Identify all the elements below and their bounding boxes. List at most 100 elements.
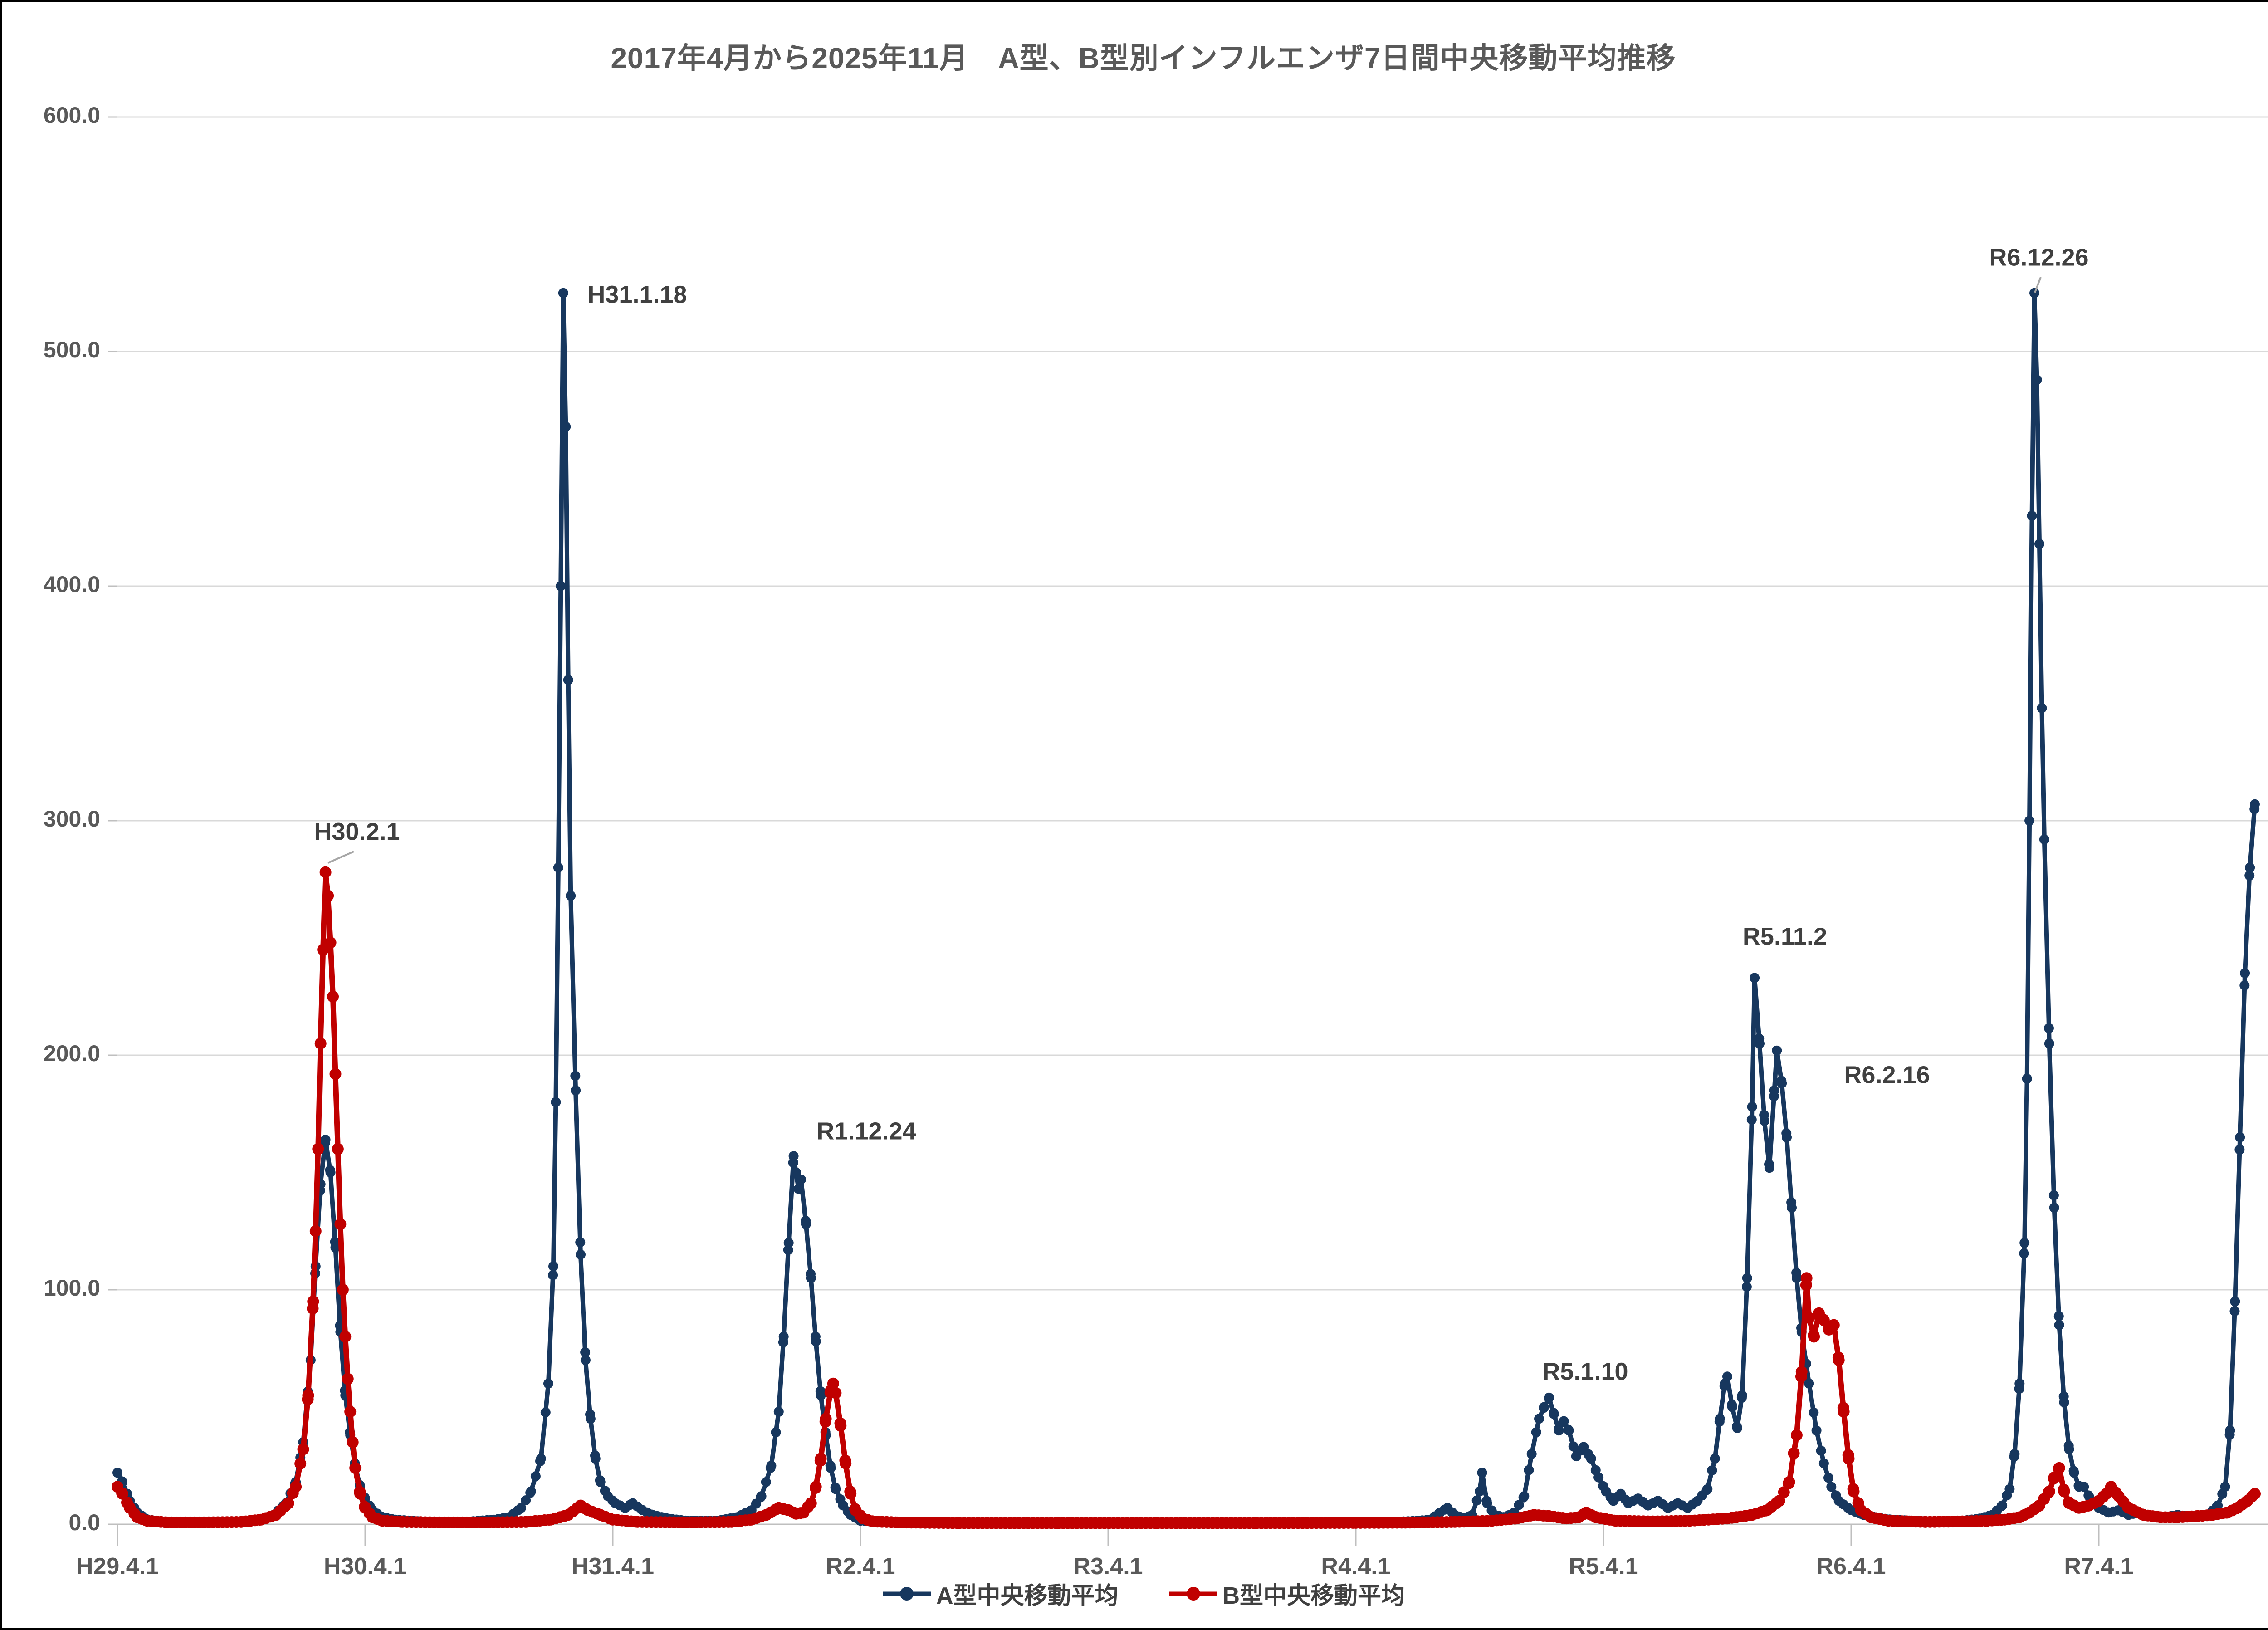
series-marker [563,675,573,685]
peak-annotation: R5.1.10 [1542,1358,1628,1385]
legend-marker-a-icon [882,1586,931,1601]
annotation-leader-line [2034,277,2042,293]
series-marker [1772,1045,1782,1056]
peak-annotation: R1.12.24 [816,1117,916,1145]
series-marker [2053,1462,2065,1474]
series-marker [1471,1495,1482,1506]
series-marker [2249,1488,2261,1500]
x-tick-label: H31.4.1 [572,1553,654,1580]
series-marker [840,1457,852,1469]
series-marker [327,990,339,1003]
peak-annotation: R6.2.16 [1844,1061,1930,1088]
x-tick-label: R6.4.1 [1816,1553,1886,1580]
y-tick-label: 400.0 [44,572,100,597]
series-marker [1586,1454,1596,1464]
series-marker [2024,816,2035,826]
series-marker [2064,1444,2074,1454]
series-marker [1826,1482,1837,1492]
series-marker [1742,1273,1752,1283]
series-marker [307,1295,319,1307]
series-marker [1568,1441,1579,1452]
series-marker [354,1488,367,1500]
series-marker [337,1284,349,1296]
series-marker [1777,1078,1787,1088]
series-marker [845,1488,857,1500]
series-marker [2230,1296,2240,1307]
series-marker [771,1427,781,1438]
series-marker [2048,1471,2060,1483]
series-marker [526,1486,536,1497]
series-marker [2009,1449,2020,1459]
series-marker [1809,1407,1819,1418]
series-marker [548,1270,558,1280]
series-marker [1593,1472,1604,1483]
series-marker [314,1038,327,1050]
series-a [112,288,2260,1528]
series-marker [811,1336,821,1346]
series-marker [1833,1354,1845,1366]
series-marker [2053,1311,2064,1322]
series-marker [1477,1468,1487,1478]
series-marker [2019,1248,2029,1258]
series-marker [556,581,566,591]
annotation-leader-line [327,851,354,864]
series-marker [2244,870,2255,881]
series-marker [1791,1273,1802,1283]
legend-marker-b-icon [1169,1586,1217,1601]
legend-label-a: A型中央移動平均 [936,1583,1119,1609]
series-marker [783,1245,793,1255]
series-marker [317,944,329,956]
peak-annotation: R5.11.2 [1743,923,1827,950]
series-marker [1997,1500,2008,1511]
series-marker [112,1468,122,1478]
series-marker [1788,1447,1800,1459]
series-marker [322,890,334,902]
series-marker [1707,1465,1717,1475]
series-marker [553,862,563,873]
peak-annotation: H30.2.1 [314,818,400,845]
series-marker [2004,1484,2015,1494]
peak-annotation: H31.1.18 [587,281,687,308]
series-marker [2079,1482,2089,1492]
series-marker [2240,968,2250,979]
series-marker [571,1085,581,1096]
series-marker [551,1097,561,1107]
x-tick-label: H29.4.1 [76,1553,159,1580]
series-b [112,866,2261,1529]
series-marker [320,1135,331,1145]
series-marker [324,936,337,949]
series-marker [516,1503,526,1513]
series-marker [1746,1115,1757,1125]
series-marker [1722,1371,1732,1382]
series-marker [290,1481,302,1493]
series-marker [830,1387,842,1399]
series-marker [1783,1476,1795,1488]
series-marker [1554,1425,1564,1436]
series-marker [2235,1132,2245,1142]
series-marker [1782,1132,1792,1142]
legend-label-b: B型中央移動平均 [1222,1583,1405,1609]
series-marker [1790,1429,1803,1441]
series-marker [585,1414,596,1424]
series-marker [831,1484,841,1494]
series-marker [1764,1163,1774,1173]
x-tick-label: H30.4.1 [324,1553,406,1580]
series-marker [2234,1145,2245,1155]
series-marker [1482,1498,1492,1508]
series-marker [319,866,332,878]
series-marker [816,1390,826,1400]
series-marker [575,1237,586,1248]
series-marker [2069,1468,2079,1478]
series-marker [1526,1449,1537,1459]
series-marker [827,1377,839,1390]
chart-legend: A型中央移動平均 B型中央移動平均 [2,1576,2268,1610]
series-marker [1828,1319,1840,1331]
series-marker [116,1488,128,1500]
series-marker [347,1436,359,1449]
series-marker [2044,1038,2054,1049]
series-marker [302,1389,314,1401]
series-marker [835,1420,847,1432]
series-marker [1559,1416,1569,1426]
series-marker [1741,1282,1752,1292]
series-marker [1475,1486,1485,1497]
